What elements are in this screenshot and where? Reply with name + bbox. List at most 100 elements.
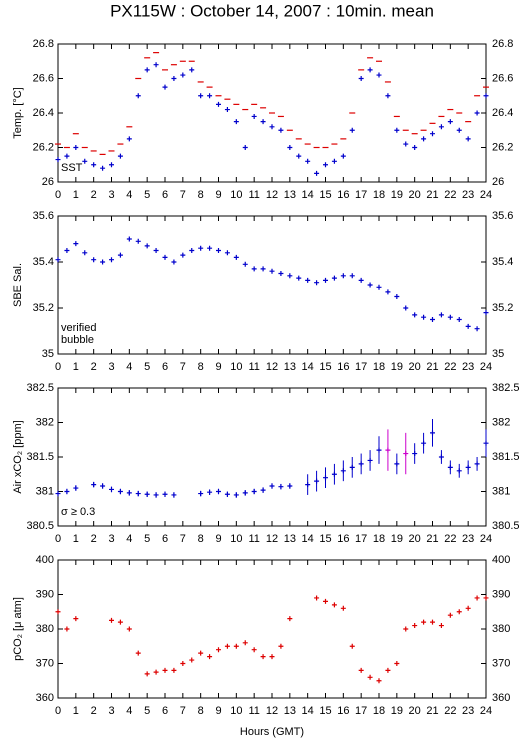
data-point <box>135 93 141 99</box>
y-tick-label: 26 <box>42 176 54 188</box>
data-point <box>109 486 114 492</box>
data-point <box>340 153 346 159</box>
data-point <box>73 241 79 247</box>
y-tick-label: 382.5 <box>492 382 520 394</box>
data-point <box>251 489 257 494</box>
data-point <box>207 245 213 251</box>
x-tick-label: 23 <box>462 705 474 717</box>
data-point <box>421 619 427 625</box>
y-tick-label: 380 <box>36 623 54 635</box>
x-tick-label: 4 <box>126 361 132 373</box>
data-point <box>144 243 150 249</box>
plot-frame <box>57 559 487 699</box>
x-tick-label: 4 <box>126 189 132 201</box>
x-tick-label: 24 <box>480 533 492 545</box>
data-point <box>233 492 239 498</box>
data-point <box>438 124 444 130</box>
data-point <box>474 595 480 601</box>
data-point <box>412 312 418 318</box>
data-point <box>358 277 364 283</box>
data-point <box>287 145 293 150</box>
data-point <box>456 609 462 615</box>
x-tick-label: 5 <box>144 533 150 545</box>
x-tick-label: 15 <box>319 533 331 545</box>
data-point <box>447 119 453 125</box>
x-tick-label: 23 <box>462 361 474 373</box>
data-point <box>412 451 418 457</box>
data-point <box>224 250 230 256</box>
data-point <box>394 127 400 133</box>
x-tick-label: 24 <box>480 189 492 201</box>
data-point <box>305 482 311 488</box>
data-point <box>323 598 328 604</box>
y-tick-label: 370 <box>492 657 510 669</box>
data-point <box>162 254 168 260</box>
data-point <box>126 626 132 632</box>
data-point <box>421 136 427 142</box>
x-tick-label: 21 <box>426 189 438 201</box>
x-tick-label: 9 <box>215 705 221 717</box>
data-point <box>367 67 373 73</box>
data-point <box>323 162 328 168</box>
data-point <box>251 266 257 272</box>
x-tick-label: 12 <box>266 189 278 201</box>
data-point <box>109 617 114 623</box>
x-tick-label: 21 <box>426 705 438 717</box>
data-point <box>224 107 230 113</box>
data-point <box>269 654 275 660</box>
data-point <box>198 650 204 656</box>
data-point <box>331 471 337 477</box>
data-point <box>394 661 400 666</box>
data-point <box>64 153 70 159</box>
x-tick-label: 15 <box>319 189 331 201</box>
data-point <box>349 464 355 470</box>
data-point <box>296 275 302 281</box>
y-tick-label: 35 <box>42 348 54 360</box>
legend-label: bubble <box>61 334 94 346</box>
y-tick-label: 380 <box>492 623 510 635</box>
y-tick-label: 382 <box>36 416 54 428</box>
x-tick-label: 0 <box>55 705 61 717</box>
x-tick-label: 4 <box>126 705 132 717</box>
x-tick-label: 24 <box>480 705 492 717</box>
data-point <box>412 145 418 150</box>
data-point <box>269 124 275 130</box>
x-tick-label: 8 <box>198 705 204 717</box>
y-tick-label: 381 <box>492 485 510 497</box>
data-point <box>323 277 328 283</box>
x-tick-label: 21 <box>426 533 438 545</box>
data-point <box>260 654 266 660</box>
x-tick-label: 6 <box>162 705 168 717</box>
data-point <box>403 626 409 632</box>
x-tick-label: 7 <box>180 361 186 373</box>
x-tick-label: 14 <box>302 533 314 545</box>
y-tick-label: 26.2 <box>492 141 513 153</box>
data-point <box>367 457 373 463</box>
data-point <box>367 282 373 288</box>
data-point <box>385 447 391 453</box>
data-point <box>438 312 444 318</box>
data-point <box>126 236 132 242</box>
x-tick-label: 22 <box>444 189 456 201</box>
data-point <box>447 464 453 470</box>
data-point <box>91 162 97 168</box>
x-tick-label: 14 <box>302 361 314 373</box>
data-point <box>198 93 204 99</box>
data-point <box>171 259 177 265</box>
x-tick-label: 3 <box>108 361 114 373</box>
data-point <box>358 667 364 673</box>
data-point <box>474 326 480 332</box>
data-point <box>367 674 373 680</box>
x-tick-label: 15 <box>319 361 331 373</box>
x-tick-label: 12 <box>266 361 278 373</box>
data-point <box>64 248 70 253</box>
data-point <box>438 623 444 629</box>
data-point <box>385 289 391 295</box>
data-point <box>144 67 150 73</box>
data-point <box>162 84 168 90</box>
data-point <box>376 447 382 453</box>
data-point <box>349 127 355 133</box>
x-tick-label: 22 <box>444 361 456 373</box>
data-point <box>242 145 248 150</box>
data-point <box>260 487 266 493</box>
